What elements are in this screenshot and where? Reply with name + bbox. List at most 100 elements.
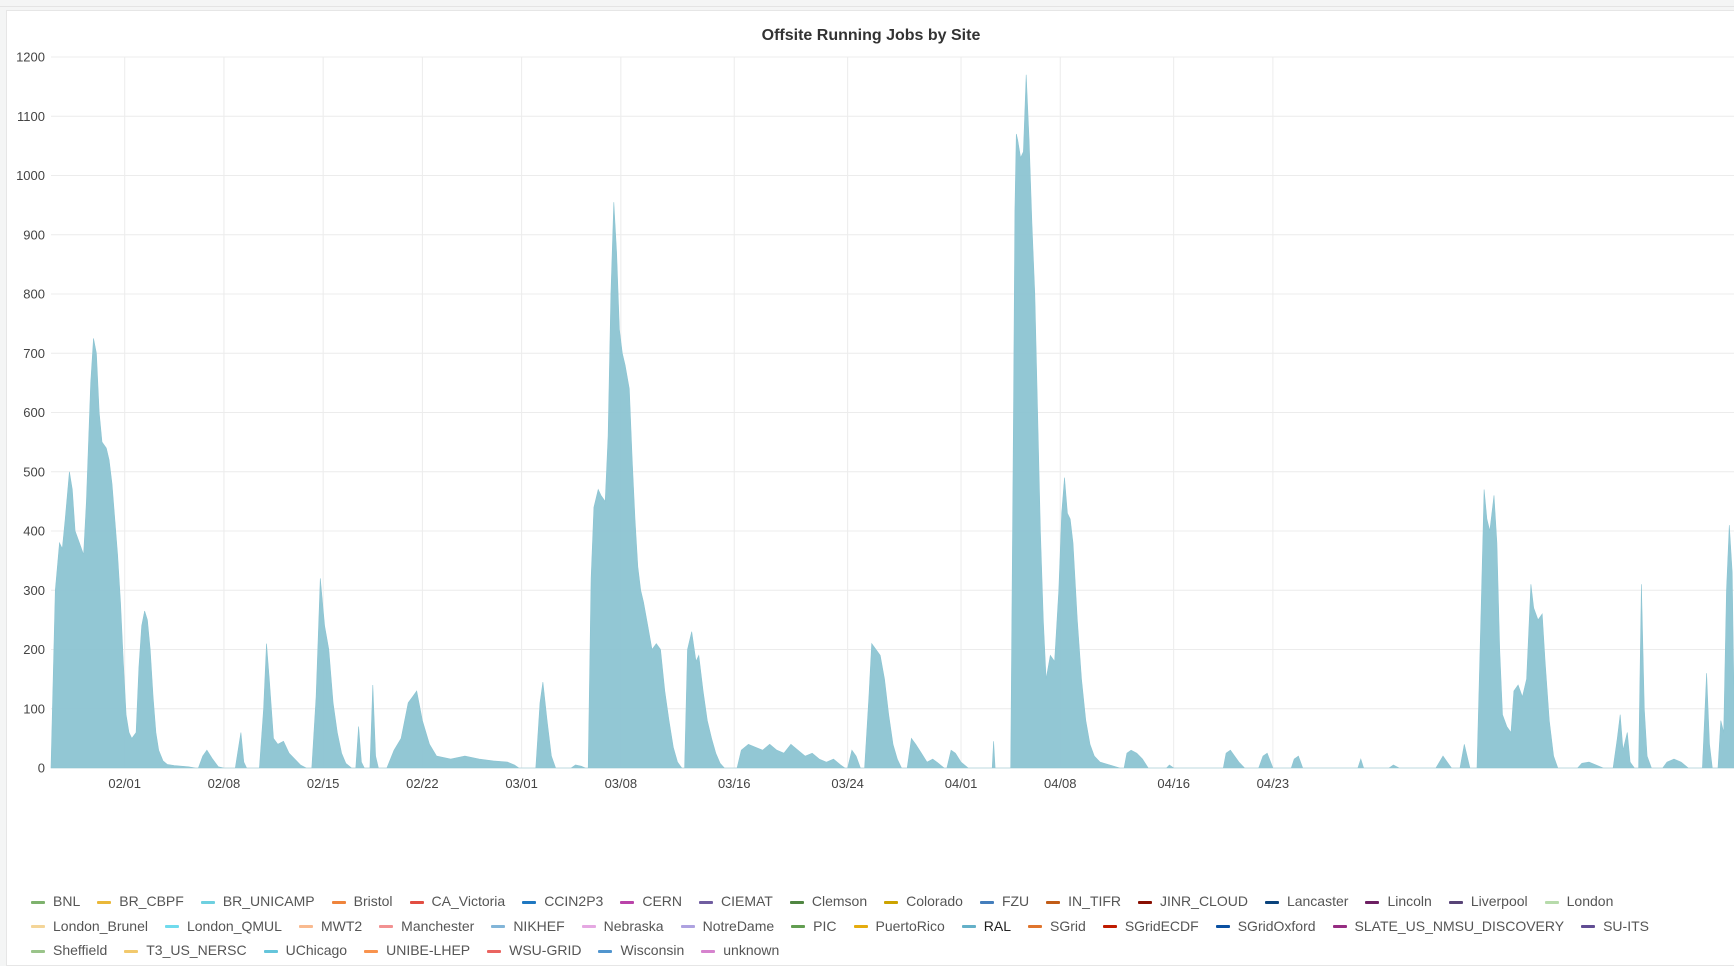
legend-label: Sheffield — [53, 942, 108, 958]
legend-swatch — [1581, 925, 1596, 929]
x-tick-label: 04/08 — [1044, 776, 1077, 791]
legend-swatch — [331, 900, 346, 904]
legend-item[interactable]: CIEMAT — [699, 889, 773, 914]
legend-label: CA_Victoria — [431, 893, 506, 909]
legend-item[interactable]: IN_TIFR — [1046, 889, 1121, 914]
legend-item[interactable]: NotreDame — [680, 914, 775, 939]
legend-item[interactable]: Colorado — [884, 889, 963, 914]
legend-item[interactable]: UChicago — [263, 938, 348, 963]
legend-item[interactable]: CERN — [620, 889, 682, 914]
legend-swatch — [364, 949, 379, 953]
legend-label: PuertoRico — [875, 917, 945, 934]
legend-item[interactable]: SGridOxford — [1215, 914, 1316, 939]
legend-item[interactable]: JINR_CLOUD — [1138, 889, 1248, 914]
y-tick-label: 400 — [23, 524, 45, 539]
legend-item[interactable]: BR_CBPF — [97, 889, 184, 914]
legend-item[interactable]: Liverpool — [1448, 889, 1528, 914]
legend-swatch — [699, 900, 713, 904]
legend-swatch — [1264, 900, 1279, 904]
legend-item[interactable]: Clemson — [789, 889, 867, 914]
legend-label: CERN — [642, 893, 682, 909]
legend-swatch — [853, 925, 868, 929]
legend-label: SU-ITS — [1603, 917, 1649, 934]
legend-swatch — [1332, 925, 1347, 929]
legend-swatch — [263, 949, 278, 953]
legend-label: Lancaster — [1286, 893, 1349, 909]
legend-item[interactable]: London_Brunel — [31, 914, 148, 939]
legend-item[interactable]: PuertoRico — [853, 914, 945, 939]
x-tick-label: 02/22 — [406, 776, 439, 791]
legend-item[interactable]: WSU-GRID — [487, 938, 581, 963]
legend-swatch — [31, 900, 45, 904]
legend-label: SGrid — [1050, 917, 1086, 934]
legend-item[interactable]: SU-ITS — [1581, 914, 1649, 939]
legend-item[interactable]: Bristol — [331, 889, 393, 914]
legend-swatch — [200, 900, 215, 904]
legend-item[interactable]: UNIBE-LHEP — [364, 938, 470, 963]
legend-label: SLATE_US_NMSU_DISCOVERY — [1354, 917, 1565, 934]
legend-item[interactable]: NIKHEF — [491, 914, 565, 939]
legend-item[interactable]: FZU — [979, 889, 1029, 914]
legend-item[interactable]: MWT2 — [298, 914, 363, 939]
legend-swatch — [598, 949, 613, 953]
legend-item[interactable]: SLATE_US_NMSU_DISCOVERY — [1332, 914, 1565, 939]
legend-swatch — [97, 900, 112, 904]
legend-item[interactable]: RAL — [961, 914, 1011, 939]
legend-item[interactable]: BNL — [31, 889, 80, 914]
legend-label: NotreDame — [702, 917, 775, 934]
legend-label: London_Brunel — [53, 917, 148, 934]
y-tick-label: 0 — [38, 761, 45, 776]
legend-item[interactable]: Sheffield — [31, 938, 107, 963]
legend-label: Liverpool — [1470, 893, 1528, 909]
x-tick-label: 03/01 — [505, 776, 538, 791]
legend-label: IN_TIFR — [1068, 893, 1122, 909]
legend-label: unknown — [723, 942, 780, 958]
legend-item[interactable]: SGridECDF — [1102, 914, 1199, 939]
x-tick-label: 04/23 — [1257, 776, 1290, 791]
legend-swatch — [491, 925, 506, 929]
legend-item[interactable]: SGrid — [1028, 914, 1086, 939]
legend-item[interactable]: T3_US_NERSC — [124, 938, 247, 963]
legend-item[interactable]: Manchester — [379, 914, 474, 939]
x-tick-label: 04/01 — [945, 776, 978, 791]
legend-label: WSU-GRID — [509, 942, 582, 958]
legend-item[interactable]: CA_Victoria — [409, 889, 506, 914]
y-tick-label: 1000 — [16, 168, 45, 183]
legend-swatch — [979, 900, 994, 904]
legend-swatch — [31, 949, 45, 953]
legend-label: London — [1566, 893, 1614, 909]
legend-item[interactable]: London_QMUL — [164, 914, 282, 939]
y-tick-label: 600 — [23, 405, 45, 420]
x-tick-label: 03/08 — [605, 776, 638, 791]
legend-label: Manchester — [401, 917, 475, 934]
y-tick-label: 1200 — [16, 50, 45, 65]
y-tick-label: 800 — [23, 287, 45, 302]
legend-item[interactable]: Lancaster — [1264, 889, 1349, 914]
chart-plot: 0 100 200 300 400 500 600 700 800 900 1000 1100 1200… — [16, 50, 1734, 791]
legend-label: UChicago — [285, 942, 348, 958]
legend-swatch — [789, 900, 804, 904]
legend-swatch — [581, 925, 596, 929]
y-tick-label: 500 — [23, 464, 45, 479]
legend-swatch — [1544, 900, 1559, 904]
legend-item[interactable]: BR_UNICAMP — [200, 889, 315, 914]
legend-swatch — [1102, 925, 1117, 929]
legend-item[interactable]: Lincoln — [1365, 889, 1432, 914]
legend-swatch — [298, 925, 313, 929]
legend-item[interactable]: Nebraska — [581, 914, 664, 939]
legend-label: CCIN2P3 — [544, 893, 604, 909]
legend-label: BNL — [53, 893, 81, 909]
legend-swatch — [884, 900, 899, 904]
legend-item[interactable]: London — [1544, 889, 1614, 914]
legend-swatch — [124, 949, 139, 953]
legend-item[interactable]: unknown — [701, 938, 779, 963]
legend-label: MWT2 — [320, 917, 363, 934]
legend-label: Lincoln — [1387, 893, 1432, 909]
legend-swatch — [1448, 900, 1463, 904]
legend-label: SGridOxford — [1237, 917, 1316, 934]
legend-label: JINR_CLOUD — [1160, 893, 1248, 909]
legend-item[interactable]: PIC — [791, 914, 837, 939]
legend-label: Wisconsin — [620, 942, 685, 958]
legend-item[interactable]: CCIN2P3 — [522, 889, 603, 914]
legend-item[interactable]: Wisconsin — [598, 938, 684, 963]
